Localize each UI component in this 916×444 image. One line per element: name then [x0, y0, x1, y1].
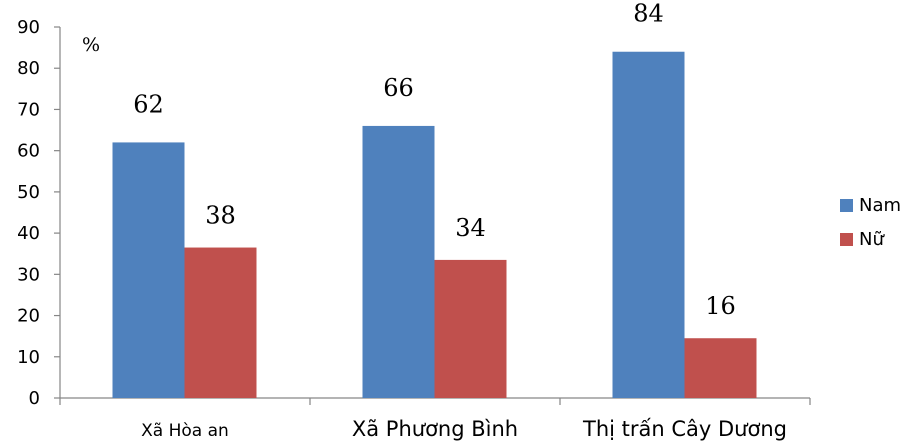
bar-nu: [434, 259, 507, 398]
data-label: 84: [633, 0, 664, 28]
bar-nam: [362, 125, 435, 398]
data-label: 62: [133, 90, 164, 118]
x-category-label: Thị trấn Cây Dương: [582, 417, 787, 441]
legend-swatch: [840, 233, 853, 246]
data-labels: 62 38 66 34 84 16: [133, 0, 736, 320]
y-axis: 0 10 20 30 40 50 60 70 80 90: [17, 17, 61, 409]
y-tick-label: 60: [17, 141, 40, 162]
data-label: 16: [705, 292, 736, 320]
bars: [112, 51, 757, 398]
legend-label: Nam: [859, 195, 901, 216]
data-label: 38: [205, 202, 236, 230]
x-category-label: Xã Phương Bình: [352, 417, 518, 441]
y-tick-label: 10: [17, 347, 40, 368]
unit-label: %: [82, 34, 100, 56]
data-label: 34: [455, 214, 486, 242]
x-axis: Xã Hòa an Xã Phương Bình Thị trấn Cây Dươn…: [59, 397, 811, 441]
data-label: 66: [383, 74, 414, 102]
y-tick-label: 20: [17, 306, 40, 327]
y-tick-label: 0: [29, 388, 40, 409]
bar-nam: [612, 51, 685, 398]
y-tick-label: 80: [17, 58, 40, 79]
legend-swatch: [840, 199, 853, 212]
y-tick-label: 50: [17, 182, 40, 203]
bar-nu: [184, 247, 257, 398]
y-tick-label: 30: [17, 264, 40, 285]
legend: Nam Nữ: [840, 195, 901, 250]
bar-nam: [112, 142, 185, 398]
y-tick-label: 90: [17, 17, 40, 38]
y-tick-label: 70: [17, 99, 40, 120]
legend-label: Nữ: [859, 229, 885, 250]
x-category-label: Xã Hòa an: [141, 421, 229, 441]
y-tick-label: 40: [17, 223, 40, 244]
bar-nu: [684, 338, 757, 398]
